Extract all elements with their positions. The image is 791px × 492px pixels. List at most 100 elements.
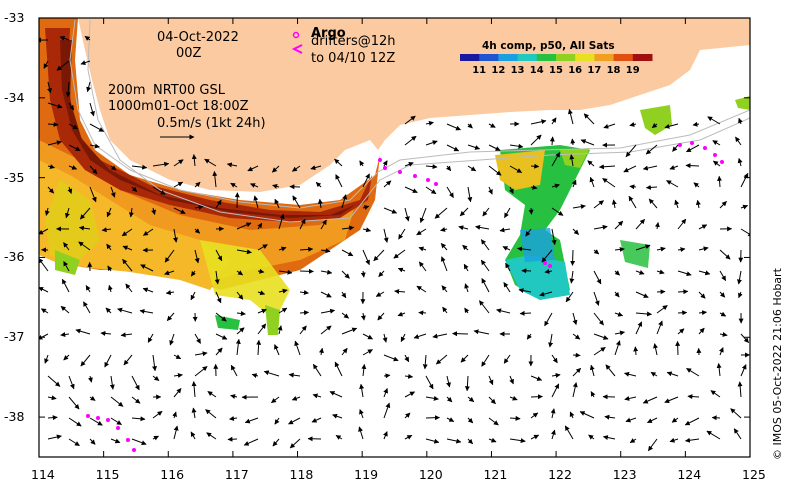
current-arrow <box>122 258 133 272</box>
current-arrow <box>614 246 625 252</box>
x-tick-label: 125 <box>742 467 766 482</box>
current-arrow <box>666 371 679 377</box>
current-arrow <box>131 375 140 391</box>
current-arrow <box>695 199 701 209</box>
current-arrow <box>80 354 91 367</box>
current-arrow <box>404 186 418 193</box>
current-arrow <box>593 333 609 340</box>
current-arrow <box>215 249 223 262</box>
current-arrow <box>359 409 364 419</box>
current-arrow <box>509 375 514 385</box>
y-tick-label: -38 <box>4 409 25 425</box>
colorbar-label: 18 <box>606 65 621 76</box>
current-arrow <box>425 164 438 170</box>
current-arrow <box>383 207 398 214</box>
current-arrow <box>464 375 470 392</box>
current-arrow <box>446 144 460 152</box>
current-arrow <box>334 158 343 167</box>
current-arrow <box>717 175 723 188</box>
current-arrow <box>464 283 470 293</box>
current-arrow <box>173 207 186 214</box>
current-arrow <box>572 312 578 326</box>
current-arrow <box>142 287 154 293</box>
current-arrow <box>173 372 183 378</box>
current-arrow <box>464 307 470 314</box>
current-arrow <box>299 246 314 252</box>
current-arrow <box>713 160 721 167</box>
drifter-legend-symbol <box>291 44 303 54</box>
current-arrow <box>648 198 658 209</box>
current-arrow <box>89 186 97 203</box>
current-arrow <box>432 333 448 339</box>
current-arrow <box>230 364 238 377</box>
current-arrow <box>440 227 448 232</box>
current-arrow <box>569 154 575 167</box>
current-arrow <box>164 249 175 263</box>
colorbar-swatch <box>575 54 595 61</box>
current-arrow <box>40 308 49 314</box>
current-arrow <box>320 219 327 230</box>
current-arrow <box>362 249 370 266</box>
current-arrow <box>635 321 643 335</box>
current-arrow <box>60 305 70 314</box>
x-tick-label: 115 <box>95 467 120 482</box>
current-source-date: 01-Oct 18:00Z <box>154 99 249 114</box>
current-arrow <box>698 246 709 252</box>
current-arrow <box>152 435 159 441</box>
current-arrow <box>467 144 481 150</box>
current-arrow <box>698 224 708 230</box>
current-arrow <box>310 165 322 171</box>
current-arrow <box>256 339 262 356</box>
colorbar-swatch <box>460 54 480 61</box>
current-arrow <box>425 395 439 401</box>
current-arrow <box>499 227 511 233</box>
current-arrow <box>247 165 259 172</box>
x-tick-label: 118 <box>289 467 314 482</box>
current-arrow <box>194 204 204 210</box>
current-arrow <box>274 198 280 209</box>
current-arrow <box>544 268 553 274</box>
current-arrow <box>440 243 448 251</box>
current-arrow <box>519 310 532 316</box>
current-arrow <box>230 182 238 188</box>
argo-legend-symbol <box>292 31 300 39</box>
current-arrow <box>488 396 496 405</box>
current-arrow <box>740 172 749 188</box>
current-arrow <box>642 165 658 171</box>
current-arrow <box>425 120 434 126</box>
current-arrow <box>194 333 201 344</box>
current-arrow <box>569 411 575 419</box>
current-arrow <box>446 375 451 388</box>
current-arrow <box>719 270 727 281</box>
current-arrow <box>719 347 724 356</box>
current-arrow <box>312 363 322 377</box>
current-arrow <box>548 333 554 348</box>
current-arrow <box>68 165 78 170</box>
current-arrow <box>530 434 540 440</box>
current-arrow <box>590 391 596 398</box>
current-arrow <box>89 143 100 149</box>
current-arrow <box>677 247 686 253</box>
current-arrow <box>383 228 389 243</box>
current-arrow <box>236 310 246 316</box>
current-arrow <box>509 438 526 444</box>
current-arrow <box>361 363 367 377</box>
current-arrow <box>740 333 749 343</box>
colorbar-label: 12 <box>491 65 506 76</box>
current-arrow <box>299 290 309 295</box>
current-arrow <box>194 181 201 188</box>
current-arrow <box>341 347 348 356</box>
current-arrow <box>400 333 406 343</box>
current-arrow <box>68 102 75 111</box>
current-arrow <box>335 174 343 188</box>
current-arrow <box>441 285 448 293</box>
current-arrow <box>110 186 116 198</box>
current-arrow <box>100 330 112 336</box>
current-arrow <box>710 390 721 398</box>
current-arrow <box>698 291 706 299</box>
current-arrow <box>117 307 133 314</box>
current-arrow <box>719 291 726 298</box>
current-arrow <box>467 417 474 424</box>
current-arrow <box>120 332 133 338</box>
current-arrow <box>271 396 280 404</box>
